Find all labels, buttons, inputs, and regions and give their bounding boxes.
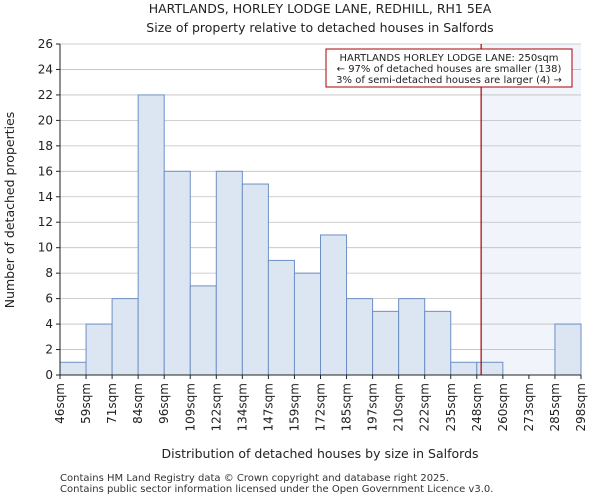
highlight-area: [481, 44, 581, 375]
bar: [398, 298, 426, 376]
y-tick-label: 16: [38, 164, 53, 178]
bar: [215, 170, 243, 376]
y-tick-label: 24: [38, 62, 53, 76]
annotation-line-3: 3% of semi-detached houses are larger (4…: [336, 75, 562, 86]
y-tick-label: 8: [45, 266, 53, 280]
x-axis-label: Distribution of detached houses by size …: [161, 446, 478, 461]
y-tick-label: 12: [38, 215, 53, 229]
x-tick-label: 185sqm: [340, 383, 354, 431]
y-tick-label: 2: [45, 343, 53, 357]
x-tick-label: 84sqm: [131, 383, 145, 424]
bar: [293, 272, 322, 376]
y-tick-label: 14: [38, 190, 53, 204]
x-tick-label: 122sqm: [209, 383, 223, 431]
x-tick-label: 235sqm: [444, 383, 458, 431]
chart-title: HARTLANDS, HORLEY LODGE LANE, REDHILL, R…: [149, 1, 492, 16]
y-tick-label: 18: [38, 139, 53, 153]
bar: [59, 361, 87, 376]
y-tick-label: 22: [38, 88, 53, 102]
x-tick-label: 96sqm: [157, 383, 171, 424]
x-tick-label: 298sqm: [574, 383, 588, 431]
x-tick-label: 46sqm: [53, 383, 67, 424]
x-tick-labels: 46sqm 59sqm 71sqm 84sqm 96sqm 109sqm 122sqm 134…: [53, 375, 588, 431]
annotation: HARTLANDS HORLEY LODGE LANE: 250sqm ← 97…: [325, 48, 573, 88]
x-tick-label: 59sqm: [79, 383, 93, 424]
footer-line-2: Contains public sector information licen…: [60, 484, 494, 495]
bar: [424, 310, 452, 376]
bar: [85, 323, 113, 376]
annotation-box: [325, 48, 573, 88]
y-tick-label: 6: [45, 292, 53, 306]
bar: [241, 183, 269, 376]
y-tick-label: 0: [45, 368, 53, 382]
bar: [163, 170, 191, 376]
bar: [189, 285, 217, 376]
y-tick-label: 4: [45, 317, 53, 331]
bar: [267, 259, 295, 376]
x-tick-label: 285sqm: [548, 383, 562, 431]
bar: [450, 361, 478, 376]
bar: [111, 298, 139, 376]
highlight-region: [481, 44, 581, 375]
bar: [554, 323, 582, 376]
x-tick-label: 134sqm: [235, 383, 249, 431]
x-tick-label: 71sqm: [105, 383, 119, 424]
chart-subtitle: Size of property relative to detached ho…: [146, 20, 493, 35]
x-tick-label: 248sqm: [470, 383, 484, 431]
bar: [320, 234, 348, 376]
y-tick-label: 20: [38, 113, 53, 127]
x-tick-label: 109sqm: [183, 383, 197, 431]
x-tick-label: 197sqm: [366, 383, 380, 431]
x-tick-label: 260sqm: [496, 383, 510, 431]
bar: [137, 94, 165, 376]
y-tick-label: 10: [38, 241, 53, 255]
x-tick-label: 147sqm: [261, 383, 275, 431]
x-tick-label: 159sqm: [287, 383, 301, 431]
bar: [372, 310, 400, 376]
annotation-line-1: HARTLANDS HORLEY LODGE LANE: 250sqm: [340, 53, 559, 64]
x-tick-label: 172sqm: [314, 383, 328, 431]
annotation-line-2: ← 97% of detached houses are smaller (13…: [337, 64, 562, 75]
bars: [59, 94, 582, 376]
y-axis-label: Number of detached properties: [2, 112, 17, 309]
x-tick-label: 222sqm: [418, 383, 432, 431]
bar: [346, 298, 374, 376]
x-tick-label: 210sqm: [392, 383, 406, 431]
footer-line-1: Contains HM Land Registry data © Crown c…: [60, 473, 449, 484]
y-tick-label: 26: [38, 37, 53, 51]
x-tick-label: 273sqm: [522, 383, 536, 431]
